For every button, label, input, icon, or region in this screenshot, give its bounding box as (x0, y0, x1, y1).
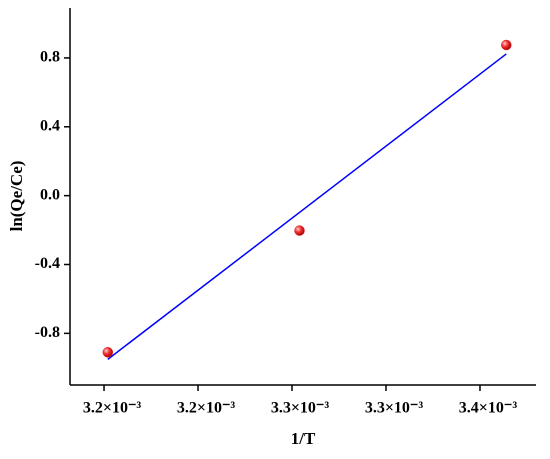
x-tick-label: 3.4×10⁻³ (459, 400, 518, 417)
data-point (102, 347, 114, 358)
y-tick-label: 0.8 (40, 49, 60, 66)
x-tick-label: 3.2×10⁻³ (177, 400, 236, 417)
x-tick-label: 3.3×10⁻³ (365, 400, 424, 417)
y-tick-label: 0.4 (40, 117, 60, 134)
data-point (501, 39, 512, 51)
data-point (294, 225, 305, 236)
x-axis-title: 1/T (291, 429, 316, 448)
y-tick-label: 0.0 (40, 186, 60, 203)
fit-line (107, 53, 507, 360)
y-tick-label: -0.4 (35, 255, 60, 272)
x-tick-label: 3.3×10⁻³ (271, 400, 330, 417)
y-tick-label: -0.8 (35, 324, 60, 341)
x-tick-label: 3.2×10⁻³ (83, 400, 142, 417)
y-axis-title: ln(Qe/Ce) (7, 161, 26, 232)
